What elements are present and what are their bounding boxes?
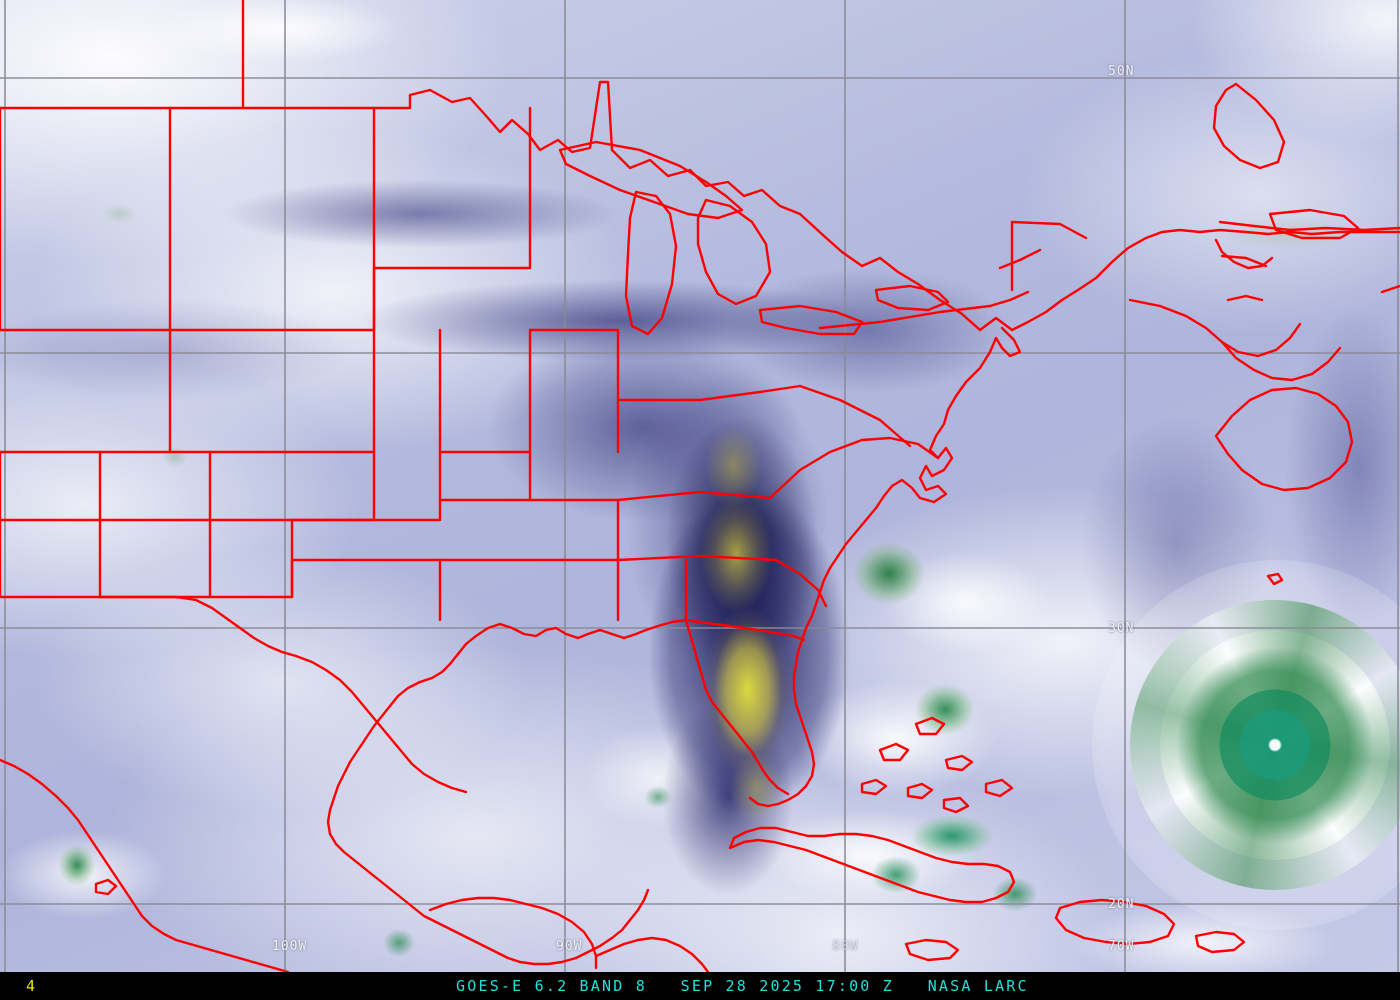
state-line-wyoming [0,328,172,454]
lake-huron [696,198,772,306]
state-line-sd [168,328,376,454]
state-line-nc-sc [616,554,778,562]
state-line-maine-n [1010,220,1088,240]
lake-erie [758,304,864,336]
state-line-ohio [528,328,702,402]
state-line-maryland [798,384,912,448]
state-line-pennsylvania-s [698,384,802,402]
lake-ontario [874,284,950,312]
state-line-colorado-w [0,450,102,522]
state-line-minnesota [372,106,532,332]
labrador-coast [1218,220,1400,232]
jamaica-outline [904,938,960,962]
florida-west-coast [684,618,790,796]
hispaniola-outline [1054,898,1176,946]
cuba-outline [728,826,1016,904]
central-america-coast [594,936,710,972]
state-line-oklahoma [208,518,294,599]
status-bar: 4 GOES-E 6.2 BAND 8 SEP 28 2025 17:00 Z … [0,972,1400,1000]
coastline-boundaries [0,0,1400,972]
lake-superior [558,140,744,220]
us-atlantic-coast [748,326,1022,808]
bermuda-islet [1266,572,1284,586]
cape-breton-n [1226,294,1264,302]
us-canada-border [0,0,245,110]
newfoundland-outline [1212,82,1286,170]
state-line-sc-ga [774,558,828,608]
socorro-islet [94,878,118,896]
state-line-missouri [290,328,442,522]
hurricane-eye-feature [1130,600,1400,890]
canada-atlantic-coast [1128,82,1400,492]
state-line-kansas-s [98,518,212,599]
state-line-iowa-w [208,450,376,522]
status-text: GOES-E 6.2 BAND 8 SEP 28 2025 17:00 Z NA… [456,977,1029,995]
bahamas-outlines [860,716,1014,814]
state-line-ny-s [818,304,992,330]
offshore-islet [1380,284,1400,294]
lake-michigan [624,190,678,336]
state-line-ne-north [998,248,1042,270]
gulf-coast [326,618,688,966]
state-line-new-england [988,290,1030,308]
state-line-kentucky [528,450,620,502]
state-line-tennessee-s [438,498,620,562]
gaspe-coast [1128,298,1302,358]
florida-outline [684,618,806,642]
anticosti-island [1268,208,1360,240]
state-line-montana [0,106,172,332]
frame-number: 4 [26,977,36,995]
nova-scotia-outline [1214,386,1354,492]
state-line-virginia-coast [768,436,940,500]
state-line-illinois [438,328,532,454]
map-vector-overlay [0,0,1400,972]
small-island [1220,254,1268,268]
pei-north [1220,340,1342,382]
satellite-imagery [0,0,1400,972]
yucatan-outline [428,896,598,970]
state-line-nebraska [98,450,212,522]
us-canada-border-east [241,80,1400,332]
state-line-nd [168,106,376,332]
state-line-virginia-s [616,490,772,502]
us-state-boundaries [0,106,1088,622]
mexico-west-coast [0,758,290,972]
puerto-rico-outline [1194,930,1246,954]
us-mexico-border [0,595,468,794]
